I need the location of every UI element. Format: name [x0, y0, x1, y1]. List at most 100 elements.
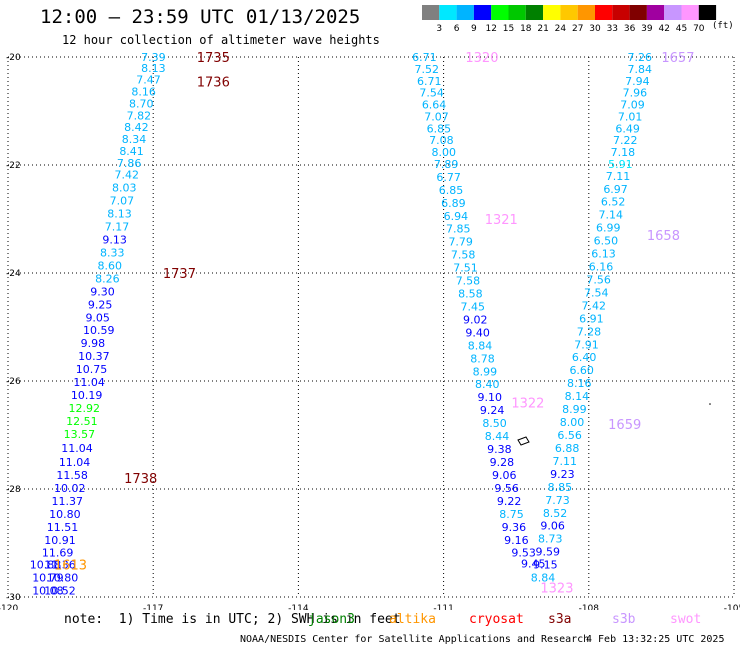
pass-time-label: 1320 [465, 51, 498, 66]
legend-item-swot: swot [670, 612, 702, 627]
wave-height-value: 9.45 [521, 558, 546, 571]
wave-height-value: 6.77 [436, 171, 461, 184]
wave-height-value: 7.28 [577, 325, 602, 338]
page-subtitle: 12 hour collection of altimeter wave hei… [62, 33, 380, 47]
colorbar-unit: (ft) [712, 21, 734, 31]
wave-height-value: 9.05 [85, 311, 110, 324]
y-tick-label: -20 [6, 53, 21, 63]
colorbar-swatch [664, 5, 682, 20]
wave-height-value: 11.37 [52, 495, 83, 508]
wave-height-value: 8.44 [485, 430, 510, 443]
footer-credit: NOAA/NESDIS Center for Satellite Applica… [240, 634, 590, 645]
wave-height-value: 7.79 [448, 236, 473, 249]
wave-height-value: 7.42 [114, 169, 139, 182]
wave-height-value: 8.13 [141, 62, 166, 75]
wave-height-value: 7.39 [141, 51, 166, 64]
wave-height-value: 6.91 [579, 312, 604, 325]
island-dot [709, 403, 711, 405]
pass-time-label: 1735 [197, 51, 230, 66]
wave-height-value: 8.52 [543, 507, 568, 520]
wave-height-value: 7.07 [110, 195, 135, 208]
wave-height-value: 7.96 [623, 87, 648, 100]
wave-height-value: 9.38 [487, 443, 512, 456]
wave-height-value: 7.51 [453, 262, 478, 275]
colorbar-label: 9 [471, 24, 477, 34]
legend-item-altika: altika [389, 612, 436, 627]
y-tick-label: -30 [6, 593, 21, 603]
wave-height-value: 7.14 [598, 209, 623, 222]
wave-height-map: -120 -117 -114 -111 -108 -105 -20 -22 -24 -26 -28 -… [0, 51, 740, 610]
pass-time-label: 1736 [197, 75, 230, 90]
y-tick-label: -28 [6, 485, 21, 495]
wave-height-value: 6.97 [603, 183, 628, 196]
wave-height-value: 9.30 [90, 285, 115, 298]
wave-height-value: 9.28 [490, 456, 514, 469]
wave-height-value: 11.69 [42, 547, 74, 560]
pass-time-label: 1659 [608, 418, 641, 433]
wave-height-value: 8.41 [119, 145, 144, 158]
pass-time-label: 1737 [163, 267, 196, 282]
pass-time-label: 1613 [54, 559, 87, 574]
wave-height-value: 8.34 [122, 133, 146, 146]
page-title: 12:00 – 23:59 UTC 01/13/2025 [40, 6, 361, 28]
colorbar-swatch [543, 5, 561, 20]
wave-height-value: 8.99 [473, 365, 498, 378]
wave-height-value: 6.13 [591, 248, 616, 261]
wave-height-value: 9.06 [492, 469, 517, 482]
wave-height-value: 7.47 [136, 74, 161, 87]
wave-height-value: 10.08 [32, 585, 64, 598]
wave-height-value: 9.59 [536, 546, 561, 559]
pass-time-label: 1323 [540, 581, 573, 596]
colorbar-label: 12 [485, 24, 496, 34]
wave-height-value: 6.89 [441, 197, 466, 210]
wave-height-value: 9.06 [540, 520, 565, 533]
wave-height-value: 6.99 [596, 222, 621, 235]
wave-height-value: 8.40 [475, 378, 500, 391]
wave-height-value: 7.82 [127, 109, 152, 122]
wave-height-value: 7.11 [606, 170, 631, 183]
wave-height-value: 7.94 [625, 75, 650, 88]
wave-height-value: 9.10 [477, 391, 502, 404]
wave-height-value: 7.26 [628, 51, 653, 64]
colorbar-label: 45 [676, 24, 687, 34]
wave-height-value: 8.84 [531, 572, 556, 585]
wave-height-value: 7.58 [456, 275, 481, 288]
wave-height-value: 6.94 [444, 210, 469, 223]
colorbar-swatch [698, 5, 717, 20]
colorbar-swatch [473, 5, 492, 20]
wave-height-value: 6.56 [557, 429, 582, 442]
island-outline [517, 436, 530, 446]
colorbar-swatch [612, 5, 630, 20]
pass-time-label: 1321 [485, 213, 518, 228]
wave-height-value: 10.59 [83, 324, 115, 337]
wave-height-value: 8.16 [131, 86, 156, 99]
footer-note: note: 1) Time is in UTC; 2) SWH is in fe… [64, 612, 401, 627]
wave-height-value: 8.00 [560, 416, 585, 429]
wave-height-value: 6.16 [589, 261, 614, 274]
x-tick-label: -117 [143, 604, 163, 610]
wave-height-value: 7.45 [461, 300, 486, 313]
wave-height-value: 9.02 [463, 313, 488, 326]
wave-height-value: 6.40 [572, 351, 597, 364]
wave-height-value: 9.16 [504, 534, 528, 547]
wave-height-value: 7.08 [429, 134, 454, 147]
legend-item-s3b: s3b [612, 612, 636, 627]
wave-height-value: 10.37 [78, 350, 110, 363]
wave-height-value: 11.51 [47, 521, 79, 534]
colorbar-label: 6 [454, 24, 460, 34]
wave-height-value: 6.71 [417, 75, 442, 88]
x-tick-label: -108 [579, 604, 600, 610]
wave-height-value: 8.13 [107, 208, 132, 221]
x-tick-label: -105 [724, 604, 740, 610]
wave-height-value: 7.89 [434, 158, 459, 171]
wave-height-value: 7.17 [105, 221, 130, 234]
wave-height-value: 8.14 [565, 390, 590, 403]
wave-height-value: 10.75 [76, 363, 108, 376]
wave-height-value: 9.40 [465, 326, 490, 339]
wave-height-value: 7.91 [574, 338, 599, 351]
footer-timestamp: 4 Feb 13:32:25 UTC 2025 [586, 634, 725, 645]
wave-height-value: 8.70 [129, 97, 154, 110]
x-tick-label: -111 [433, 604, 453, 610]
colorbar-label: 15 [503, 24, 514, 34]
colorbar-label: 70 [693, 24, 705, 34]
